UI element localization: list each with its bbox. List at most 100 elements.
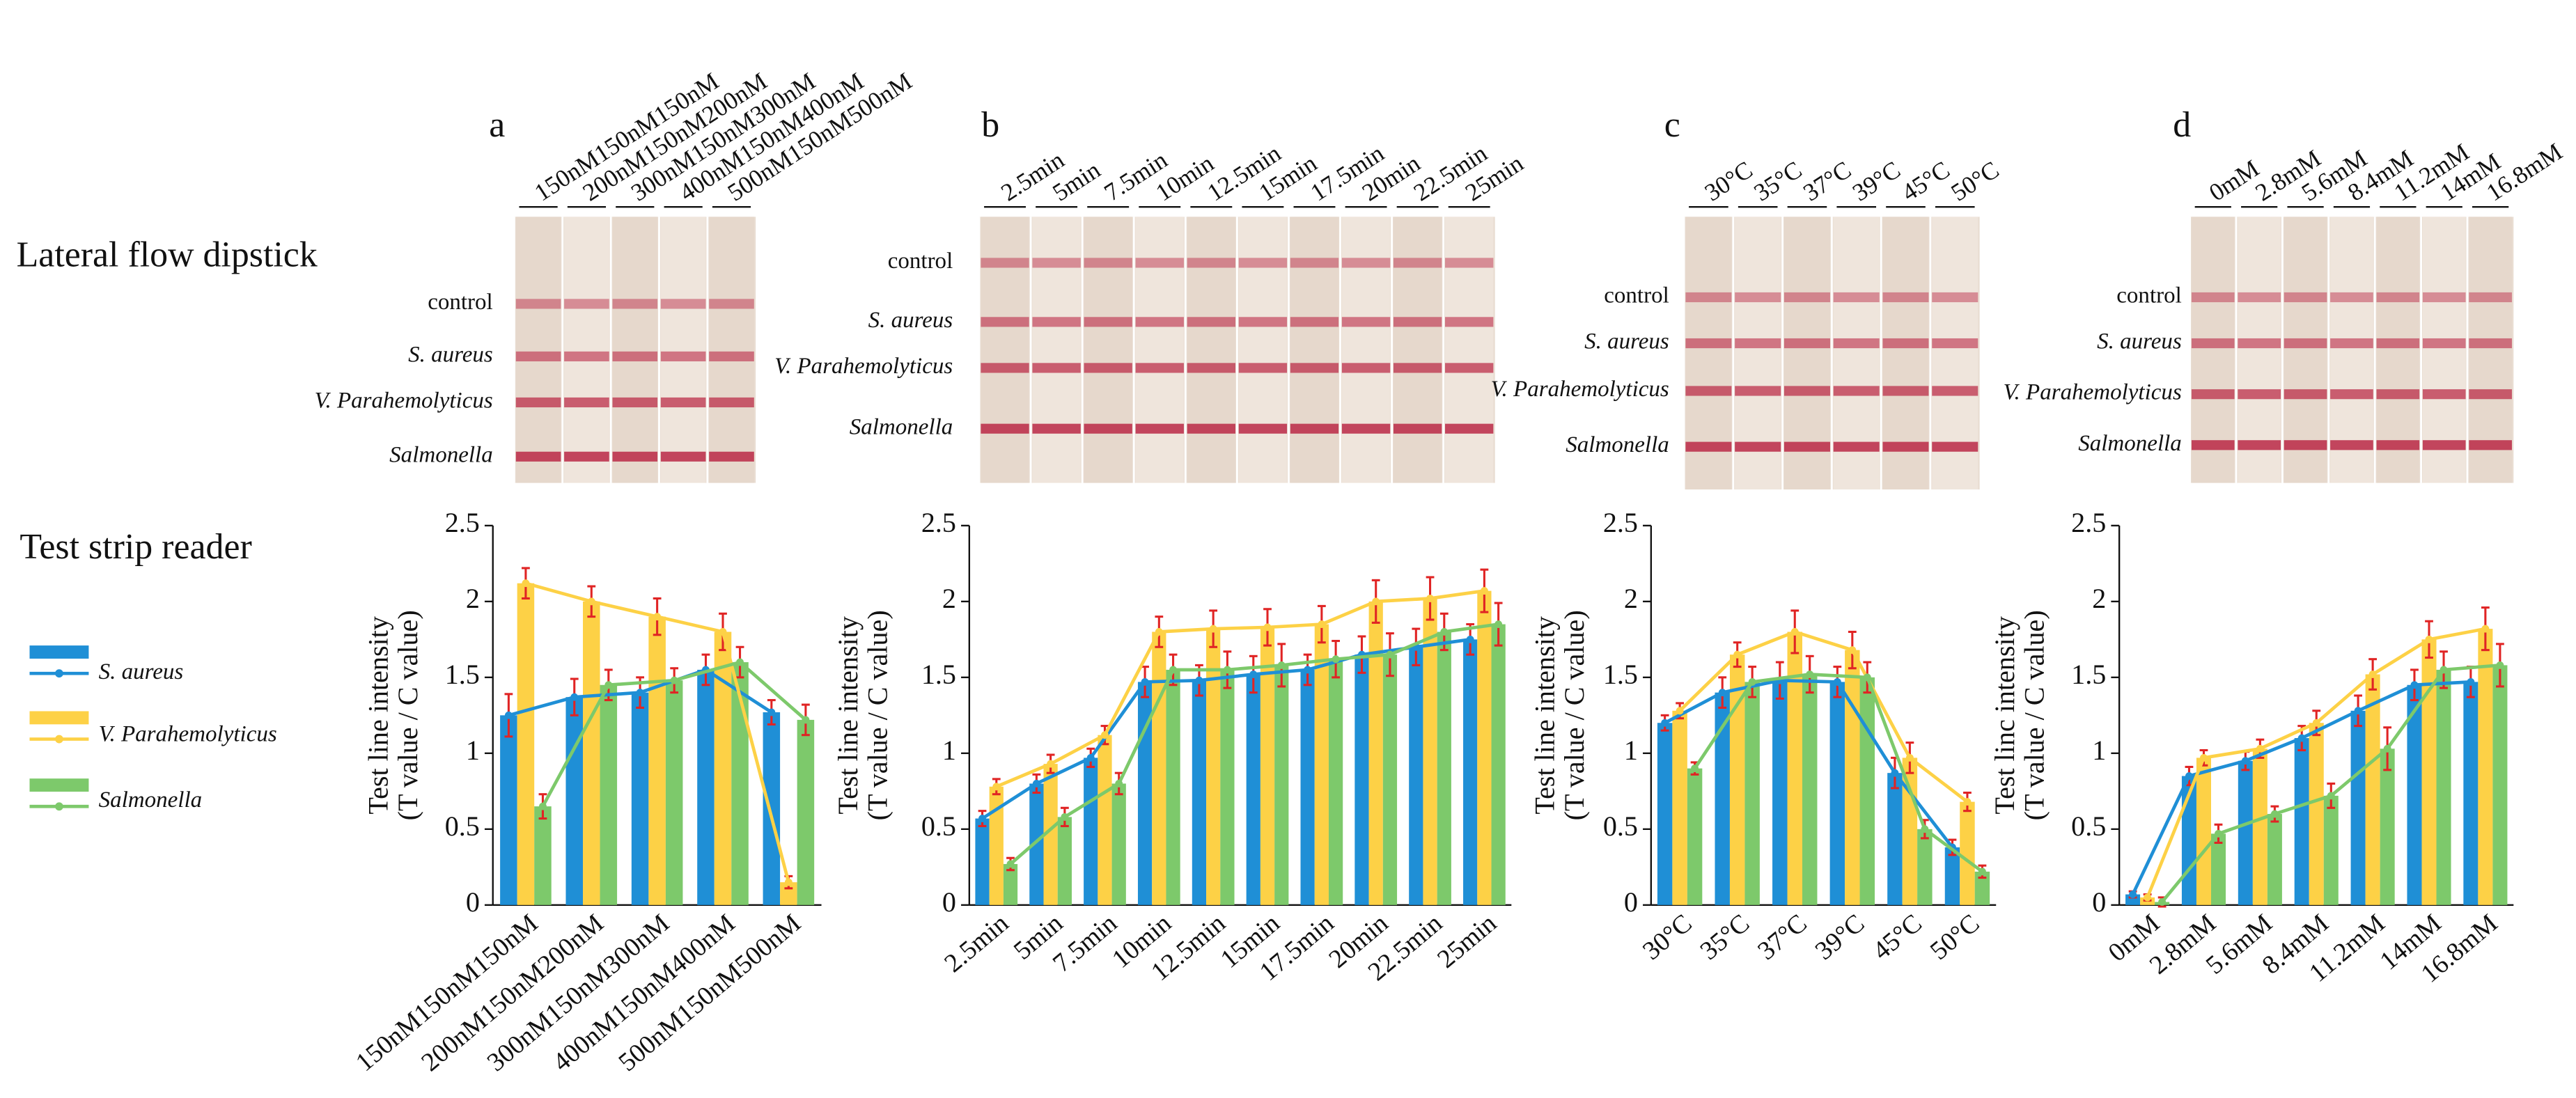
strip-lane xyxy=(612,217,658,483)
strip-band xyxy=(2376,440,2420,450)
strip-band xyxy=(1393,258,1442,268)
strip-band xyxy=(1833,292,1880,303)
strip-band xyxy=(1393,363,1442,373)
line-marker xyxy=(522,579,530,588)
strip-band xyxy=(2376,389,2420,400)
bar xyxy=(534,806,552,905)
legend-marker xyxy=(55,735,63,744)
strip-band xyxy=(1685,338,1732,349)
line-marker xyxy=(2496,661,2504,669)
strip-band xyxy=(2330,440,2373,450)
strip-band xyxy=(709,397,754,408)
strip-band xyxy=(612,397,658,408)
bar xyxy=(1829,682,1845,905)
strip-band xyxy=(981,423,1029,434)
bar xyxy=(2421,639,2437,905)
strip-band xyxy=(2238,440,2281,450)
line-marker xyxy=(1863,673,1871,682)
y-axis-title: Test line intensity xyxy=(832,616,864,815)
strip-band xyxy=(2422,440,2466,450)
strip-band xyxy=(981,317,1029,327)
strip-band xyxy=(564,397,609,408)
panel-letter: c xyxy=(1664,105,1680,145)
bar xyxy=(1687,768,1703,905)
strip-band xyxy=(1084,423,1132,434)
line-marker xyxy=(1223,666,1231,674)
bar xyxy=(1382,654,1398,905)
strip-band xyxy=(2191,389,2235,400)
strip-band xyxy=(1341,258,1391,268)
bar xyxy=(1802,674,1818,905)
strip-band xyxy=(1135,258,1184,268)
line-marker xyxy=(1032,780,1040,787)
line-marker xyxy=(1426,595,1434,602)
strip-band xyxy=(1932,386,1978,396)
strip-band xyxy=(1238,363,1288,373)
line-marker xyxy=(1047,760,1055,768)
bar xyxy=(1787,632,1802,905)
bar xyxy=(1029,783,1044,905)
bar xyxy=(797,719,815,905)
line-marker xyxy=(1661,719,1669,727)
strip-band xyxy=(1685,441,1732,452)
row-label: Test strip reader xyxy=(19,527,251,567)
bar xyxy=(1437,632,1451,905)
y-tick-label: 2 xyxy=(942,583,956,614)
y-axis-title: (T value / C value) xyxy=(1559,610,1590,820)
strip-band xyxy=(1735,386,1781,396)
line-marker xyxy=(1733,650,1742,659)
strip-band xyxy=(2376,292,2420,303)
line-marker xyxy=(2297,734,2306,742)
strip-band xyxy=(660,451,706,462)
line-marker xyxy=(2215,829,2222,838)
y-tick-label: 0.5 xyxy=(1603,810,1638,842)
strip-band xyxy=(1135,317,1184,327)
bar xyxy=(763,712,781,905)
strip-label: control xyxy=(1604,283,1669,308)
strip-band xyxy=(2238,338,2281,349)
line-marker xyxy=(767,708,776,716)
strip-label: V. Parahemolyticus xyxy=(1491,377,1669,402)
strip-band xyxy=(709,451,754,462)
strip-band xyxy=(515,351,561,361)
line-marker xyxy=(2312,719,2320,727)
bar xyxy=(1917,829,1933,905)
y-tick-label: 1.5 xyxy=(1603,659,1638,690)
strip-band xyxy=(1341,317,1391,327)
strip-lane xyxy=(1032,217,1081,483)
line-marker xyxy=(784,878,793,886)
strip-lane xyxy=(564,217,609,483)
panel-letter: b xyxy=(981,105,999,145)
bar xyxy=(1043,764,1058,905)
strip-band xyxy=(1238,423,1288,434)
bar xyxy=(1274,665,1289,905)
bar xyxy=(1463,639,1478,905)
strip-band xyxy=(1290,317,1339,327)
strip-band xyxy=(2469,292,2512,303)
line-marker xyxy=(1101,731,1109,739)
y-tick-label: 1.5 xyxy=(921,659,956,690)
strip-band xyxy=(1341,423,1391,434)
bar xyxy=(2267,814,2282,905)
strip-lane xyxy=(2191,217,2235,483)
strip-band xyxy=(1735,441,1781,452)
legend-label: S. aureus xyxy=(99,659,184,684)
strip-band xyxy=(612,299,658,309)
y-tick-label: 0.5 xyxy=(445,810,480,842)
line-marker xyxy=(802,716,810,724)
strip-band xyxy=(2330,338,2373,349)
strip-band xyxy=(1187,423,1236,434)
strip-band xyxy=(1393,317,1442,327)
strip-band xyxy=(515,299,561,309)
line-marker xyxy=(2383,744,2391,753)
strip-band xyxy=(515,397,561,408)
line-marker xyxy=(2440,666,2448,674)
line-marker xyxy=(1905,753,1914,762)
line-marker xyxy=(1386,650,1394,659)
line-marker xyxy=(1304,666,1312,674)
line-marker xyxy=(2354,707,2362,715)
strip-band xyxy=(2469,440,2512,450)
bar xyxy=(583,601,600,905)
bar xyxy=(1166,669,1180,905)
bar xyxy=(600,684,618,905)
